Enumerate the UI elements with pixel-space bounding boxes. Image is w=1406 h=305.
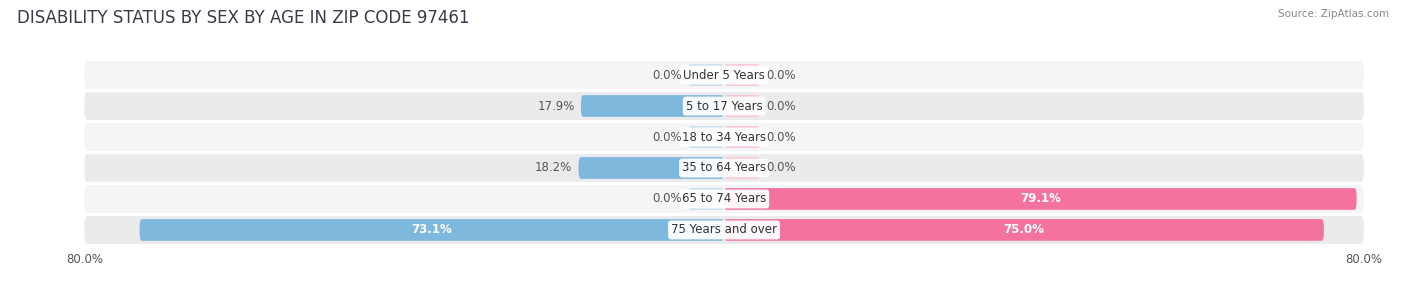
Text: 75 Years and over: 75 Years and over <box>671 224 778 236</box>
Text: 5 to 17 Years: 5 to 17 Years <box>686 99 762 113</box>
Text: 73.1%: 73.1% <box>412 224 453 236</box>
FancyBboxPatch shape <box>581 95 724 117</box>
FancyBboxPatch shape <box>84 216 1364 244</box>
Text: 18.2%: 18.2% <box>534 161 572 174</box>
FancyBboxPatch shape <box>688 188 724 210</box>
Text: 0.0%: 0.0% <box>766 161 796 174</box>
FancyBboxPatch shape <box>84 154 1364 182</box>
Text: 0.0%: 0.0% <box>766 69 796 81</box>
FancyBboxPatch shape <box>84 61 1364 89</box>
Text: 0.0%: 0.0% <box>766 99 796 113</box>
FancyBboxPatch shape <box>139 219 724 241</box>
Text: 75.0%: 75.0% <box>1004 224 1045 236</box>
Text: 35 to 64 Years: 35 to 64 Years <box>682 161 766 174</box>
FancyBboxPatch shape <box>688 64 724 86</box>
FancyBboxPatch shape <box>724 188 1357 210</box>
Text: DISABILITY STATUS BY SEX BY AGE IN ZIP CODE 97461: DISABILITY STATUS BY SEX BY AGE IN ZIP C… <box>17 9 470 27</box>
Text: 79.1%: 79.1% <box>1019 192 1060 206</box>
FancyBboxPatch shape <box>84 185 1364 213</box>
FancyBboxPatch shape <box>84 123 1364 151</box>
Text: 65 to 74 Years: 65 to 74 Years <box>682 192 766 206</box>
Text: 0.0%: 0.0% <box>652 131 682 144</box>
Text: 17.9%: 17.9% <box>537 99 575 113</box>
Text: Under 5 Years: Under 5 Years <box>683 69 765 81</box>
Text: 18 to 34 Years: 18 to 34 Years <box>682 131 766 144</box>
FancyBboxPatch shape <box>688 126 724 148</box>
FancyBboxPatch shape <box>724 95 761 117</box>
FancyBboxPatch shape <box>724 219 1324 241</box>
Text: 0.0%: 0.0% <box>766 131 796 144</box>
Text: Source: ZipAtlas.com: Source: ZipAtlas.com <box>1278 9 1389 19</box>
FancyBboxPatch shape <box>578 157 724 179</box>
Text: 0.0%: 0.0% <box>652 69 682 81</box>
Text: 0.0%: 0.0% <box>652 192 682 206</box>
FancyBboxPatch shape <box>724 157 761 179</box>
FancyBboxPatch shape <box>724 64 761 86</box>
FancyBboxPatch shape <box>84 92 1364 120</box>
FancyBboxPatch shape <box>724 126 761 148</box>
